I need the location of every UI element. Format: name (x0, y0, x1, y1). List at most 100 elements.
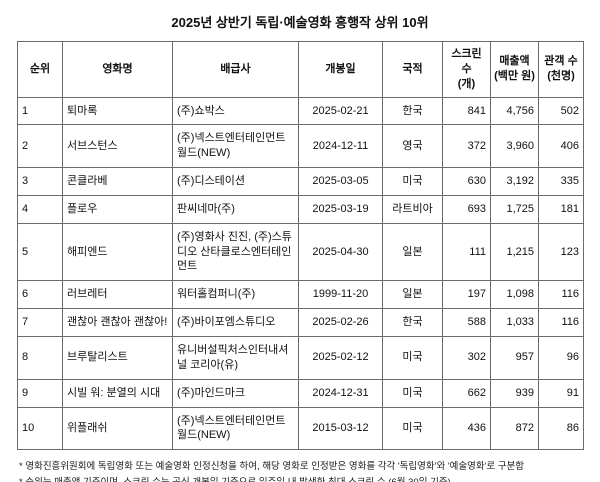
country-cell: 일본 (382, 280, 443, 310)
country-cell: 한국 (382, 96, 443, 126)
distributor-cell: (주)넥스트엔터테인먼트월드(NEW) (172, 124, 299, 169)
audience-cell: 181 (538, 194, 584, 224)
audience-cell: 91 (538, 378, 584, 408)
screen-count-cell: 372 (442, 124, 491, 169)
revenue-cell: 1,033 (490, 308, 539, 337)
rank-cell: 2 (17, 124, 63, 169)
revenue-cell: 3,192 (490, 167, 539, 196)
country-cell: 미국 (382, 378, 443, 408)
audience-cell: 406 (538, 124, 584, 169)
rank-cell: 7 (17, 308, 63, 337)
table-row: 5 해피엔드 (주)영화사 진진, (주)스튜디오 산타클로스엔터테인먼트 2025-… (17, 222, 584, 282)
revenue-cell: 1,725 (490, 194, 539, 224)
country-cell: 라트비아 (382, 194, 443, 224)
release-date-cell: 2025-04-30 (298, 222, 383, 282)
film-title-cell: 플로우 (62, 194, 173, 224)
rank-cell: 4 (17, 194, 63, 224)
table-row: 8 브루탈리스트 유니버설픽처스인터내셔널 코리아(유) 2025-02-12 미국 30… (17, 335, 584, 380)
film-title-cell: 콘클라베 (62, 167, 173, 196)
audience-cell: 116 (538, 308, 584, 337)
table-row: 3 콘클라베 (주)디스테이션 2025-03-05 미국 630 3,192 335 (17, 167, 584, 196)
column-header-film-title: 영화명 (62, 41, 173, 98)
release-date-cell: 2025-03-19 (298, 194, 383, 224)
table-row: 9 시빌 워: 분열의 시대 (주)마인드마크 2024-12-31 미국 662 939 9… (17, 378, 584, 408)
revenue-cell: 1,215 (490, 222, 539, 282)
film-title-cell: 괜찮아 괜찮아 괜찮아! (62, 308, 173, 337)
screen-count-cell: 302 (442, 335, 491, 380)
release-date-cell: 2025-02-26 (298, 308, 383, 337)
audience-cell: 335 (538, 167, 584, 196)
film-title-cell: 시빌 워: 분열의 시대 (62, 378, 173, 408)
country-cell: 미국 (382, 406, 443, 451)
screen-count-cell: 841 (442, 96, 491, 126)
audience-cell: 86 (538, 406, 584, 451)
country-cell: 일본 (382, 222, 443, 282)
column-header-audience-thousands: 관객 수 (천명) (538, 41, 584, 98)
screen-count-cell: 662 (442, 378, 491, 408)
film-title-cell: 러브레터 (62, 280, 173, 310)
rank-cell: 5 (17, 222, 63, 282)
screen-count-cell: 111 (442, 222, 491, 282)
rank-cell: 6 (17, 280, 63, 310)
distributor-cell: (주)넥스트엔터테인먼트월드(NEW) (172, 406, 299, 451)
distributor-cell: (주)디스테이션 (172, 167, 299, 196)
country-cell: 영국 (382, 124, 443, 169)
audience-cell: 123 (538, 222, 584, 282)
release-date-cell: 2024-12-31 (298, 378, 383, 408)
country-cell: 미국 (382, 167, 443, 196)
release-date-cell: 2025-02-12 (298, 335, 383, 380)
country-cell: 한국 (382, 308, 443, 337)
screen-count-cell: 693 (442, 194, 491, 224)
film-title-cell: 위플래쉬 (62, 406, 173, 451)
rank-cell: 1 (17, 96, 63, 126)
rank-cell: 9 (17, 378, 63, 408)
distributor-cell: 판씨네마(주) (172, 194, 299, 224)
film-title-cell: 퇴마록 (62, 96, 173, 126)
film-title-cell: 서브스턴스 (62, 124, 173, 169)
column-header-distributor: 배급사 (172, 41, 299, 98)
distributor-cell: 유니버설픽처스인터내셔널 코리아(유) (172, 335, 299, 380)
column-header-revenue-million-won: 매출액 (백만 원) (490, 41, 539, 98)
footnote: * 영화진흥위원회에 독립영화 또는 예술영화 인정신청을 하여, 해당 영화로… (19, 461, 525, 473)
table-row: 4 플로우 판씨네마(주) 2025-03-19 라트비아 693 1,725 181 (17, 194, 584, 224)
revenue-cell: 1,098 (490, 280, 539, 310)
country-cell: 미국 (382, 335, 443, 380)
revenue-cell: 3,960 (490, 124, 539, 169)
release-date-cell: 2025-03-05 (298, 167, 383, 196)
column-header-rank: 순위 (17, 41, 63, 98)
table-row: 6 러브레터 워터홀컴퍼니(주) 1999-11-20 일본 197 1,098 116 (17, 280, 584, 310)
distributor-cell: (주)쇼박스 (172, 96, 299, 126)
screen-count-cell: 436 (442, 406, 491, 451)
release-date-cell: 1999-11-20 (298, 280, 383, 310)
column-header-release-date: 개봉일 (298, 41, 383, 98)
table-row: 10 위플래쉬 (주)넥스트엔터테인먼트월드(NEW) 2015-03-12 미국 436… (17, 406, 584, 451)
film-title-cell: 해피엔드 (62, 222, 173, 282)
screen-count-cell: 588 (442, 308, 491, 337)
revenue-cell: 872 (490, 406, 539, 451)
screen-count-cell: 197 (442, 280, 491, 310)
table-row: 7 괜찮아 괜찮아 괜찮아! (주)바이포엠스튜디오 2025-02-26 한국 588 1… (17, 308, 584, 337)
rank-cell: 10 (17, 406, 63, 451)
distributor-cell: (주)영화사 진진, (주)스튜디오 산타클로스엔터테인먼트 (172, 222, 299, 282)
revenue-cell: 4,756 (490, 96, 539, 126)
distributor-cell: 워터홀컴퍼니(주) (172, 280, 299, 310)
audience-cell: 116 (538, 280, 584, 310)
revenue-cell: 957 (490, 335, 539, 380)
release-date-cell: 2025-02-21 (298, 96, 383, 126)
film-title-cell: 브루탈리스트 (62, 335, 173, 380)
page-title: 2025년 상반기 독립·예술영화 흥행작 상위 10위 (171, 15, 429, 30)
table-body: 1 퇴마록 (주)쇼박스 2025-02-21 한국 841 4,756 502 2 서브스턴스(… (17, 96, 584, 451)
footnote: * 순위는 매출액 기준이며, 스크린 수는 공식 개봉일 기준으로 일주일 내… (19, 475, 581, 482)
release-date-cell: 2024-12-11 (298, 124, 383, 169)
audience-cell: 96 (538, 335, 584, 380)
rank-cell: 3 (17, 167, 63, 196)
screen-count-cell: 630 (442, 167, 491, 196)
revenue-cell: 939 (490, 378, 539, 408)
rank-cell: 8 (17, 335, 63, 380)
table-row: 1 퇴마록 (주)쇼박스 2025-02-21 한국 841 4,756 502 (17, 96, 584, 126)
audience-cell: 502 (538, 96, 584, 126)
box-office-table: 순위 영화명 배급사 개봉일 국적 스크린 수 (개) 매출액 (백만 원) 관객 수 (천명… (17, 41, 584, 451)
distributor-cell: (주)바이포엠스튜디오 (172, 308, 299, 337)
header-row: 순위 영화명 배급사 개봉일 국적 스크린 수 (개) 매출액 (백만 원) 관객 수 (천명… (17, 41, 584, 98)
